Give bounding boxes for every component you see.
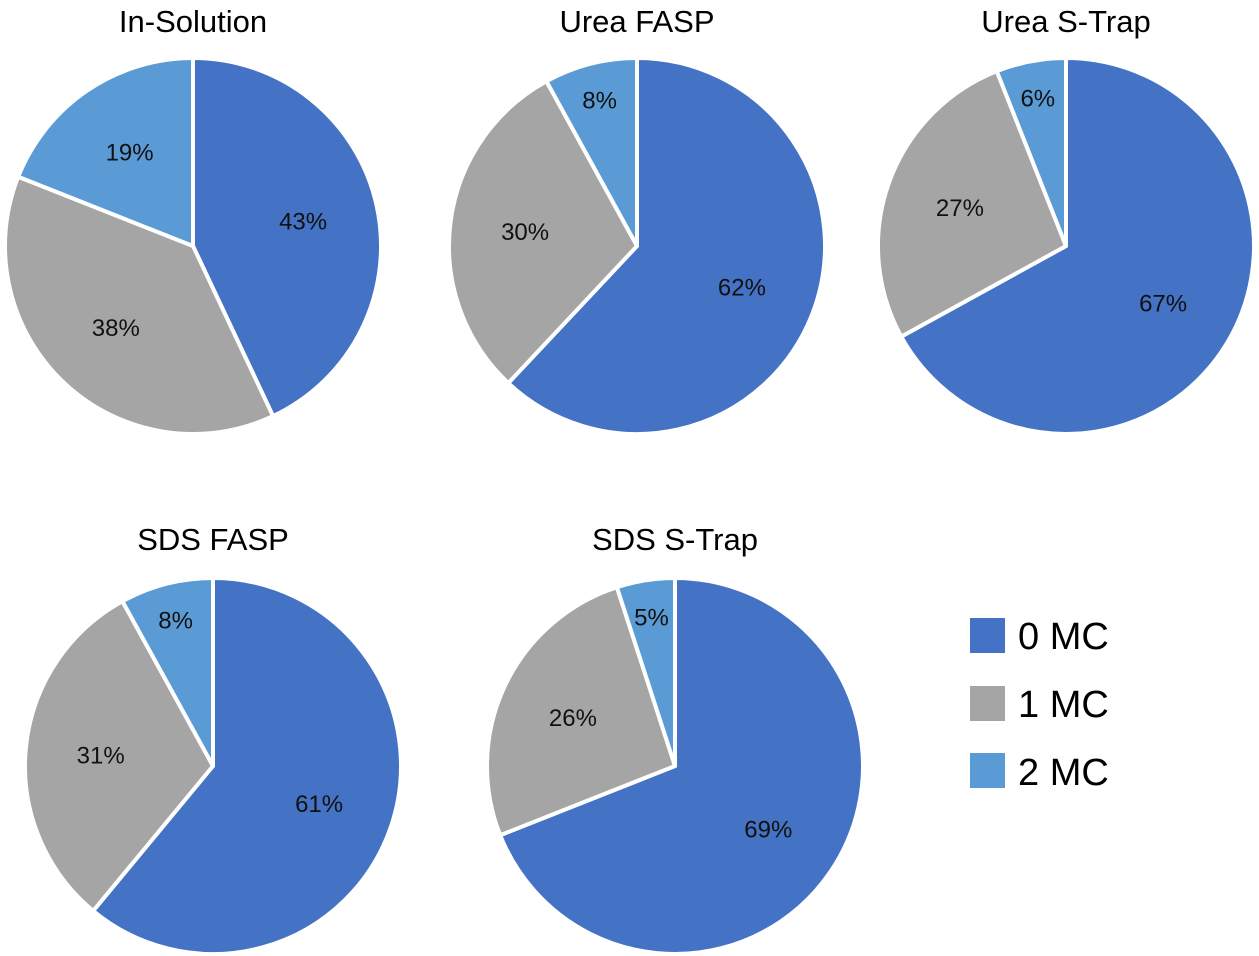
pie-slice-sds-s-trap-1-mc bbox=[485, 585, 677, 838]
pie-slice-sds-fasp-0-mc bbox=[91, 576, 403, 956]
legend-label-2-mc: 2 MC bbox=[1018, 752, 1109, 794]
pie-urea-fasp: Urea FASP 62% 30% 8% bbox=[447, 4, 827, 436]
pie-slice-urea-s-trap-1-mc bbox=[876, 69, 1068, 339]
pie-data-label-sds-fasp-2-mc: 8% bbox=[158, 607, 193, 634]
pie-title-sds-fasp: SDS FASP bbox=[137, 522, 289, 557]
pie-data-label-sds-s-trap-2-mc: 5% bbox=[634, 605, 669, 632]
pie-title-urea-fasp: Urea FASP bbox=[559, 4, 714, 39]
pie-title-in-solution: In-Solution bbox=[119, 4, 267, 39]
pie-slice-urea-fasp-2-mc bbox=[544, 56, 639, 248]
pie-slice-sds-fasp-1-mc bbox=[22, 599, 215, 913]
pie-data-label-sds-s-trap-1-mc: 26% bbox=[549, 705, 597, 732]
pie-slice-urea-s-trap-2-mc bbox=[994, 56, 1068, 248]
pie-data-label-urea-fasp-1-mc: 30% bbox=[501, 219, 549, 246]
pie-slice-sds-fasp-2-mc bbox=[120, 576, 215, 768]
pie-data-label-urea-fasp-2-mc: 8% bbox=[582, 87, 617, 114]
pie-data-label-urea-s-trap-1-mc: 27% bbox=[936, 195, 984, 222]
pie-data-label-urea-s-trap-0-mc: 67% bbox=[1139, 290, 1187, 317]
pie-data-label-sds-fasp-1-mc: 31% bbox=[77, 742, 125, 769]
legend: 0 MC 1 MC 2 MC bbox=[970, 616, 1109, 794]
pie-slice-in-solution-0-mc bbox=[191, 56, 383, 419]
legend-label-1-mc: 1 MC bbox=[1018, 684, 1109, 726]
pie-slice-sds-s-trap-2-mc bbox=[614, 576, 677, 768]
pie-sds-s-trap: SDS S-Trap 69% 26% 5% bbox=[485, 522, 865, 956]
pie-slice-urea-fasp-0-mc bbox=[506, 56, 827, 436]
pie-data-label-in-solution-1-mc: 38% bbox=[92, 315, 140, 342]
pie-data-label-urea-fasp-0-mc: 62% bbox=[718, 275, 766, 302]
legend-swatch-1-mc bbox=[970, 686, 1005, 721]
pie-data-label-in-solution-0-mc: 43% bbox=[279, 208, 327, 235]
pie-data-label-sds-fasp-0-mc: 61% bbox=[295, 791, 343, 818]
pie-data-label-urea-s-trap-2-mc: 6% bbox=[1020, 85, 1055, 112]
pie-slice-sds-s-trap-0-mc bbox=[498, 576, 865, 956]
pie-urea-s-trap: Urea S-Trap 67% 27% 6% bbox=[876, 4, 1256, 436]
pie-sds-fasp: SDS FASP 61% 31% 8% bbox=[22, 522, 403, 956]
legend-label-0-mc: 0 MC bbox=[1018, 616, 1109, 658]
pie-slice-urea-s-trap-0-mc bbox=[899, 56, 1256, 436]
pie-slice-in-solution-2-mc bbox=[16, 56, 195, 248]
pie-slice-urea-fasp-1-mc bbox=[447, 79, 639, 386]
legend-swatch-2-mc bbox=[970, 753, 1005, 788]
pie-data-label-sds-s-trap-0-mc: 69% bbox=[744, 816, 792, 843]
pie-in-solution: In-Solution 43% 38% 19% bbox=[3, 4, 383, 436]
pie-title-urea-s-trap: Urea S-Trap bbox=[981, 4, 1150, 39]
pie-slice-in-solution-1-mc bbox=[3, 174, 276, 436]
legend-swatch-0-mc bbox=[970, 618, 1005, 653]
pie-title-sds-s-trap: SDS S-Trap bbox=[592, 522, 758, 557]
pie-data-label-in-solution-2-mc: 19% bbox=[106, 140, 154, 167]
